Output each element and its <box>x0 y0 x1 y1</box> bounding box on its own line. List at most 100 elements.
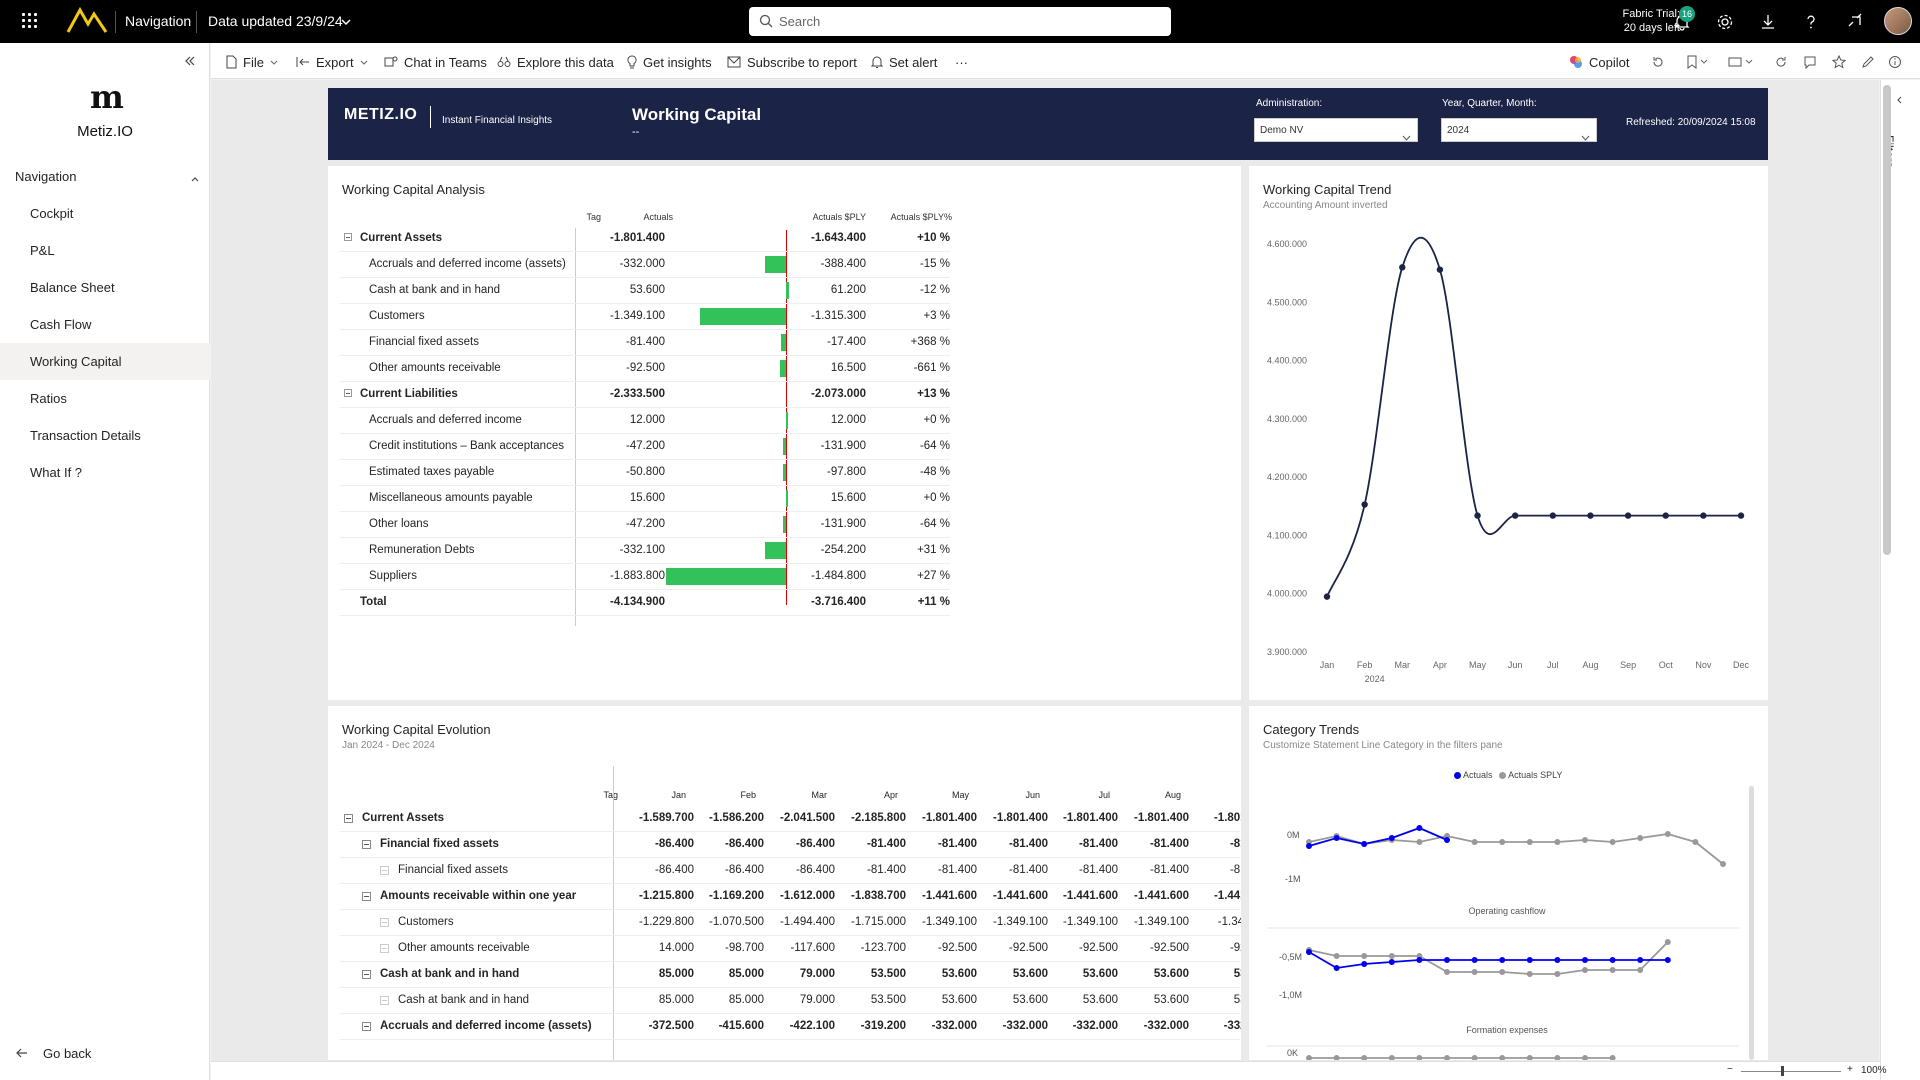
actuals-series-point[interactable] <box>1361 841 1368 847</box>
nav-item-cockpit[interactable]: Cockpit <box>30 206 74 221</box>
sply-series-point[interactable] <box>1361 1055 1368 1060</box>
actuals-series-point[interactable] <box>1388 835 1395 841</box>
set-alert-button[interactable]: Set alert <box>871 53 937 71</box>
app-launcher-icon[interactable] <box>22 13 40 31</box>
actuals-series-point[interactable] <box>1416 825 1423 831</box>
nav-item-transaction-details[interactable]: Transaction Details <box>30 428 141 443</box>
sply-series-point[interactable] <box>1526 971 1533 977</box>
table-row[interactable]: Accruals and deferred income (assets) -37… <box>340 1014 1241 1040</box>
zoom-slider[interactable] <box>1741 1071 1841 1072</box>
table-row[interactable]: Current Assets -1.801.400 -1.643.400 +10 % <box>340 226 950 252</box>
column-header-tag[interactable]: Tag <box>603 790 618 800</box>
trend-data-point[interactable] <box>1323 593 1331 600</box>
sply-series-point[interactable] <box>1664 831 1671 837</box>
sply-series-point[interactable] <box>1416 1055 1423 1060</box>
table-row[interactable]: Accruals and deferred income (assets) -33… <box>340 252 950 278</box>
subscribe-report-button[interactable]: Subscribe to report <box>727 53 857 71</box>
sply-series-point[interactable] <box>1444 969 1450 975</box>
actuals-series-point[interactable] <box>1471 957 1478 963</box>
sply-series-point[interactable] <box>1582 1055 1588 1060</box>
trend-line-chart[interactable]: 3.900.000 4.000.000 4.100.000 4.200.000 4.30… <box>1249 216 1768 696</box>
table-row[interactable]: Current Liabilities -2.333.500 -2.073.000 +… <box>340 382 950 408</box>
nav-section-header[interactable]: Navigation <box>15 169 200 184</box>
view-icon[interactable] <box>1728 53 1760 71</box>
variance-bar[interactable] <box>782 464 786 481</box>
sply-series-point[interactable] <box>1333 953 1340 959</box>
sply-series-point[interactable] <box>1609 1055 1616 1060</box>
help-icon[interactable] <box>1801 12 1821 32</box>
table-row[interactable]: Financial fixed assets -81.400 -17.400 +368… <box>340 330 950 356</box>
sply-series-point[interactable] <box>1444 1055 1450 1060</box>
table-row[interactable]: Customers -1.349.100 -1.315.300 +3 % <box>340 304 950 330</box>
expand-filters-icon[interactable] <box>1895 92 1905 110</box>
trial-status[interactable]: Fabric Trial: 20 days left <box>1590 7 1680 35</box>
table-row[interactable]: Other amounts receivable 14.000 -98.700 -11… <box>340 936 1241 962</box>
actuals-series-point[interactable] <box>1333 835 1340 841</box>
share-feedback-icon[interactable] <box>1845 12 1865 32</box>
actuals-series-point[interactable] <box>1416 957 1423 963</box>
sply-series-point[interactable] <box>1664 939 1671 945</box>
month-header[interactable]: May <box>951 790 969 800</box>
collapse-toggle-icon[interactable] <box>380 866 389 875</box>
table-row[interactable]: Miscellaneous amounts payable 15.600 15.60… <box>340 486 950 512</box>
category-legend[interactable]: Actuals Actuals SPLY <box>1454 770 1562 780</box>
sply-series-point[interactable] <box>1306 1055 1312 1060</box>
data-updated-label[interactable]: Data updated 23/9/24 <box>208 13 343 29</box>
explore-data-button[interactable]: Explore this data <box>497 53 614 71</box>
trend-data-point[interactable] <box>1436 266 1444 273</box>
app-logo[interactable] <box>66 6 108 39</box>
sply-series-point[interactable] <box>1471 839 1478 845</box>
sply-series-point[interactable] <box>1637 835 1644 841</box>
variance-bar[interactable] <box>786 412 788 429</box>
collapse-toggle-icon[interactable] <box>380 944 389 953</box>
sply-series-line[interactable] <box>1308 941 1669 975</box>
month-header[interactable]: Feb <box>740 790 756 800</box>
page-scrollbar[interactable] <box>1883 85 1891 555</box>
user-avatar[interactable] <box>1884 7 1912 35</box>
table-row[interactable]: Amounts receivable within one year -1.215… <box>340 884 1241 910</box>
sply-series-point[interactable] <box>1499 839 1506 845</box>
variance-bar[interactable] <box>764 542 786 559</box>
collapse-toggle-icon[interactable] <box>362 892 371 901</box>
collapse-toggle-icon[interactable] <box>362 840 371 849</box>
bookmark-icon[interactable] <box>1685 53 1715 71</box>
table-row[interactable]: Financial fixed assets -86.400 -86.400 -86.… <box>340 858 1241 884</box>
actuals-series-point[interactable] <box>1444 837 1450 843</box>
file-menu[interactable]: File <box>225 53 284 71</box>
trend-data-point[interactable] <box>1511 512 1519 519</box>
more-options-button[interactable]: ··· <box>955 54 968 70</box>
trend-data-point[interactable] <box>1624 512 1632 519</box>
sply-series-point[interactable] <box>1637 967 1644 973</box>
column-header-tag[interactable]: Tag <box>586 212 601 222</box>
table-row[interactable]: Current Assets -1.589.700 -1.586.200 -2.041… <box>340 806 1241 832</box>
variance-bar[interactable] <box>786 282 790 299</box>
trend-data-point[interactable] <box>1587 512 1594 519</box>
download-icon[interactable] <box>1758 12 1778 32</box>
table-row[interactable]: Cash at bank and in hand 53.600 61.200 -12 … <box>340 278 950 304</box>
trend-data-point[interactable] <box>1399 264 1406 271</box>
category-trends-chart[interactable]: 0M -1M Operating cashflow -0,5M -1,0M Formati… <box>1249 786 1768 1060</box>
favorite-star-icon[interactable] <box>1832 53 1852 71</box>
actuals-series-line[interactable] <box>1308 951 1668 969</box>
month-header[interactable]: Aug <box>1164 790 1181 800</box>
copilot-button[interactable]: Copilot <box>1569 53 1629 71</box>
table-row[interactable]: Cash at bank and in hand 85.000 85.000 79.0… <box>340 962 1241 988</box>
trend-data-point[interactable] <box>1700 512 1707 519</box>
month-header[interactable]: S <box>1192 790 1241 800</box>
nav-item-cash-flow[interactable]: Cash Flow <box>30 317 92 332</box>
search-box[interactable] <box>749 7 1171 36</box>
chat-in-teams-button[interactable]: Chat in Teams <box>384 53 487 71</box>
collapse-pane-icon[interactable] <box>183 54 197 73</box>
table-row[interactable]: Remuneration Debts -332.100 -254.200 +31 % <box>340 538 950 564</box>
nav-item-ratios[interactable]: Ratios <box>30 391 67 406</box>
sply-series-point[interactable] <box>1692 839 1699 845</box>
collapse-toggle-icon[interactable] <box>380 996 389 1005</box>
chevron-up-icon[interactable] <box>190 172 200 187</box>
trend-data-point[interactable] <box>1361 501 1368 508</box>
period-select[interactable]: 2024 <box>1441 118 1597 142</box>
variance-bar[interactable] <box>780 334 786 351</box>
info-icon[interactable] <box>1888 53 1908 71</box>
variance-bar[interactable] <box>666 568 786 585</box>
collapse-toggle-icon[interactable] <box>344 814 353 823</box>
actuals-series-line[interactable] <box>1308 827 1448 847</box>
